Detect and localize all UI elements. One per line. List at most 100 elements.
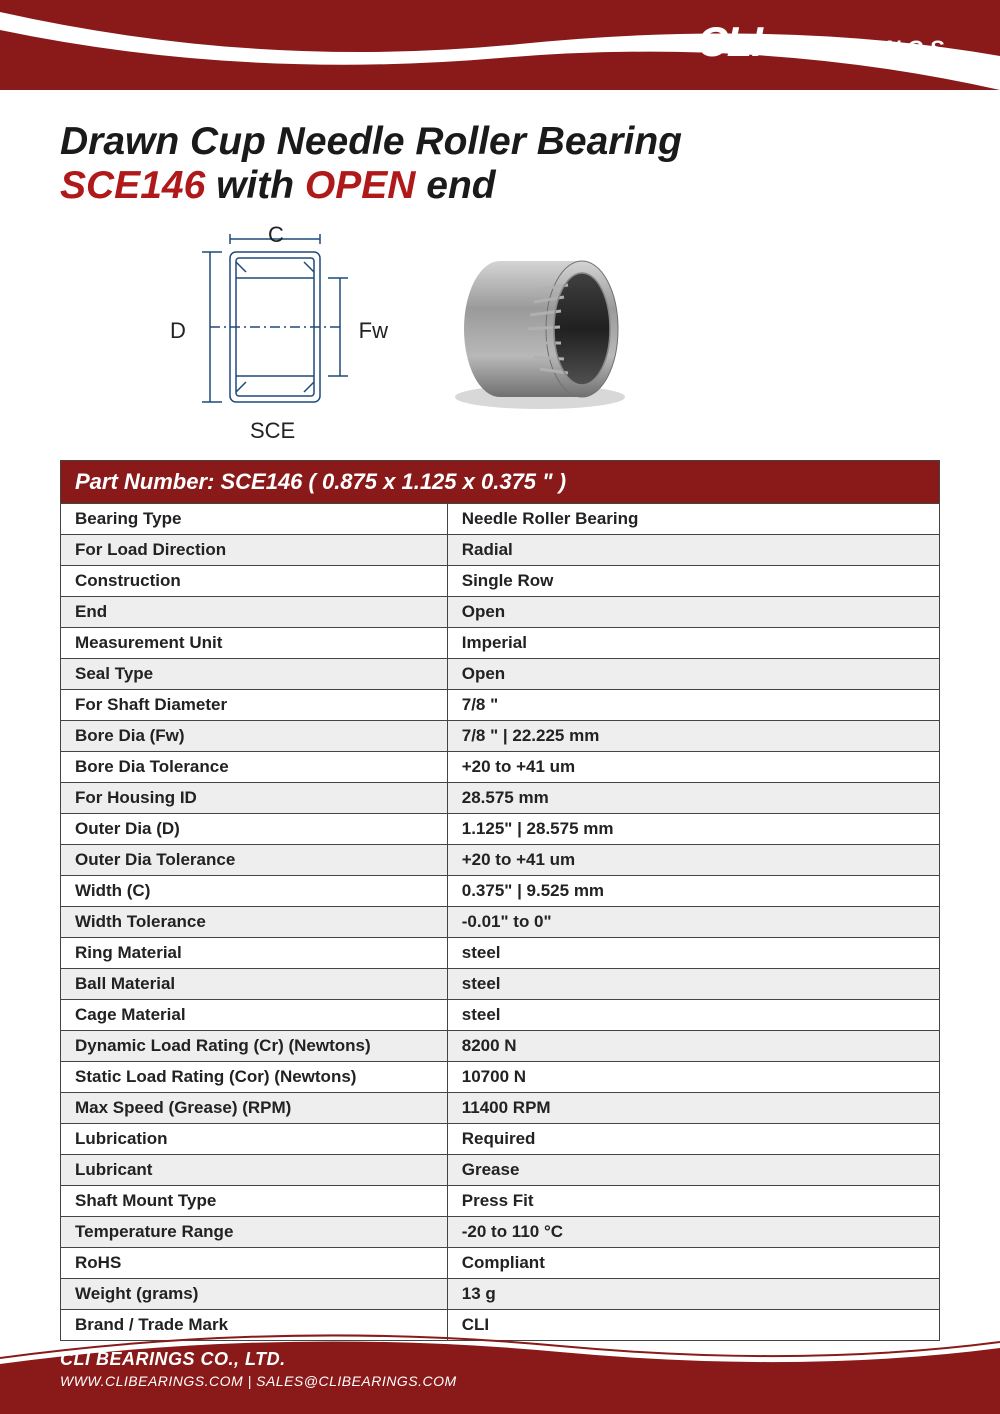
spec-label: Seal Type: [61, 659, 448, 690]
spec-label: Shaft Mount Type: [61, 1186, 448, 1217]
spec-label: Width Tolerance: [61, 907, 448, 938]
table-row: Outer Dia (D)1.125" | 28.575 mm: [61, 814, 940, 845]
spec-value: 7/8 ": [447, 690, 939, 721]
footer-company: CLI BEARINGS CO., LTD.: [60, 1347, 457, 1372]
spec-label: Bearing Type: [61, 504, 448, 535]
table-row: Bearing TypeNeedle Roller Bearing: [61, 504, 940, 535]
spec-label: Dynamic Load Rating (Cr) (Newtons): [61, 1031, 448, 1062]
figures-row: C D Fw SCE: [180, 222, 940, 442]
spec-value: 10700 N: [447, 1062, 939, 1093]
table-row: For Load DirectionRadial: [61, 535, 940, 566]
spec-value: Open: [447, 659, 939, 690]
spec-value: -20 to 110 °C: [447, 1217, 939, 1248]
spec-value: Required: [447, 1124, 939, 1155]
table-row: Width (C)0.375" | 9.525 mm: [61, 876, 940, 907]
page-title-line2: SCE146 with OPEN end: [60, 164, 940, 208]
brand-suffix: BEARINGS: [786, 36, 950, 62]
spec-value: 1.125" | 28.575 mm: [447, 814, 939, 845]
spec-value: Single Row: [447, 566, 939, 597]
brand-logo-text: CLI: [697, 18, 762, 66]
spec-value: Imperial: [447, 628, 939, 659]
product-photo: [430, 247, 650, 417]
table-row: Static Load Rating (Cor) (Newtons)10700 …: [61, 1062, 940, 1093]
spec-label: Outer Dia (D): [61, 814, 448, 845]
spec-value: Compliant: [447, 1248, 939, 1279]
table-row: Bore Dia Tolerance+20 to +41 um: [61, 752, 940, 783]
table-row: For Housing ID28.575 mm: [61, 783, 940, 814]
spec-label: Cage Material: [61, 1000, 448, 1031]
table-row: Width Tolerance-0.01" to 0": [61, 907, 940, 938]
spec-label: For Shaft Diameter: [61, 690, 448, 721]
table-header-cell: Part Number: SCE146 ( 0.875 x 1.125 x 0.…: [61, 461, 940, 504]
spec-label: Max Speed (Grease) (RPM): [61, 1093, 448, 1124]
diagram-label-type: SCE: [250, 418, 295, 444]
table-row: ConstructionSingle Row: [61, 566, 940, 597]
table-row: Shaft Mount TypePress Fit: [61, 1186, 940, 1217]
spec-value: +20 to +41 um: [447, 845, 939, 876]
spec-value: 0.375" | 9.525 mm: [447, 876, 939, 907]
spec-label: For Load Direction: [61, 535, 448, 566]
table-header-row: Part Number: SCE146 ( 0.875 x 1.125 x 0.…: [61, 461, 940, 504]
spec-value: Press Fit: [447, 1186, 939, 1217]
footer-band: CLI BEARINGS CO., LTD. WWW.CLIBEARINGS.C…: [0, 1334, 1000, 1414]
brand-registered: ®: [768, 43, 780, 61]
spec-label: Bore Dia Tolerance: [61, 752, 448, 783]
spec-value: -0.01" to 0": [447, 907, 939, 938]
spec-label: Outer Dia Tolerance: [61, 845, 448, 876]
spec-label: For Housing ID: [61, 783, 448, 814]
table-row: Outer Dia Tolerance+20 to +41 um: [61, 845, 940, 876]
table-row: Measurement UnitImperial: [61, 628, 940, 659]
spec-value: Open: [447, 597, 939, 628]
spec-value: 13 g: [447, 1279, 939, 1310]
spec-label: End: [61, 597, 448, 628]
spec-value: Needle Roller Bearing: [447, 504, 939, 535]
spec-value: Grease: [447, 1155, 939, 1186]
diagram-label-c: C: [268, 222, 284, 248]
table-row: For Shaft Diameter7/8 ": [61, 690, 940, 721]
spec-label: Static Load Rating (Cor) (Newtons): [61, 1062, 448, 1093]
spec-value: 11400 RPM: [447, 1093, 939, 1124]
spec-label: Construction: [61, 566, 448, 597]
title-part-number: SCE146: [60, 164, 205, 207]
spec-label: Weight (grams): [61, 1279, 448, 1310]
page-title-line1: Drawn Cup Needle Roller Bearing: [60, 120, 940, 164]
header-band: CLI ® BEARINGS: [0, 0, 1000, 90]
spec-label: Width (C): [61, 876, 448, 907]
spec-label: Lubricant: [61, 1155, 448, 1186]
table-row: RoHSCompliant: [61, 1248, 940, 1279]
spec-label: Bore Dia (Fw): [61, 721, 448, 752]
spec-label: RoHS: [61, 1248, 448, 1279]
table-row: Dynamic Load Rating (Cr) (Newtons)8200 N: [61, 1031, 940, 1062]
table-row: Seal TypeOpen: [61, 659, 940, 690]
brand-block: CLI ® BEARINGS: [697, 18, 950, 66]
spec-value: steel: [447, 969, 939, 1000]
table-row: Bore Dia (Fw)7/8 " | 22.225 mm: [61, 721, 940, 752]
spec-label: Temperature Range: [61, 1217, 448, 1248]
spec-value: steel: [447, 1000, 939, 1031]
title-with: with: [205, 164, 305, 207]
spec-value: 7/8 " | 22.225 mm: [447, 721, 939, 752]
spec-value: 28.575 mm: [447, 783, 939, 814]
spec-value: Radial: [447, 535, 939, 566]
table-row: Ball Materialsteel: [61, 969, 940, 1000]
table-row: LubricationRequired: [61, 1124, 940, 1155]
content-area: Drawn Cup Needle Roller Bearing SCE146 w…: [0, 90, 1000, 1341]
diagram-label-fw: Fw: [359, 318, 388, 344]
technical-diagram: C D Fw SCE: [180, 222, 370, 442]
spec-value: steel: [447, 938, 939, 969]
table-row: LubricantGrease: [61, 1155, 940, 1186]
table-row: Cage Materialsteel: [61, 1000, 940, 1031]
footer-text: CLI BEARINGS CO., LTD. WWW.CLIBEARINGS.C…: [60, 1347, 457, 1392]
spec-label: Measurement Unit: [61, 628, 448, 659]
table-row: Temperature Range-20 to 110 °C: [61, 1217, 940, 1248]
table-row: Max Speed (Grease) (RPM)11400 RPM: [61, 1093, 940, 1124]
spec-label: Ring Material: [61, 938, 448, 969]
table-row: EndOpen: [61, 597, 940, 628]
title-end-suffix: end: [415, 164, 495, 207]
spec-label: Ball Material: [61, 969, 448, 1000]
diagram-label-d: D: [170, 318, 186, 344]
spec-label: Lubrication: [61, 1124, 448, 1155]
table-row: Weight (grams)13 g: [61, 1279, 940, 1310]
title-open: OPEN: [305, 164, 416, 207]
spec-value: +20 to +41 um: [447, 752, 939, 783]
